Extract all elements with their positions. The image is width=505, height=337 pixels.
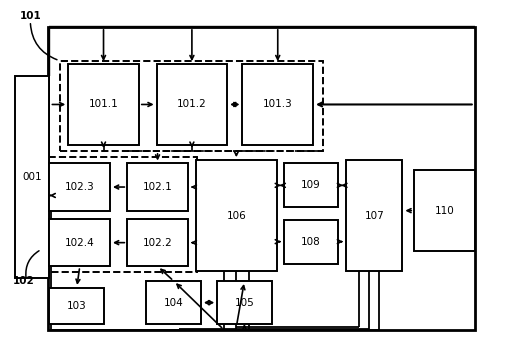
- Text: 101.3: 101.3: [263, 99, 292, 110]
- Text: 102.3: 102.3: [65, 182, 94, 192]
- Text: 104: 104: [164, 298, 184, 308]
- Text: 108: 108: [301, 237, 321, 247]
- Bar: [414, 170, 475, 251]
- Bar: [284, 220, 338, 264]
- Text: 109: 109: [301, 180, 321, 190]
- Bar: [48, 27, 475, 330]
- Bar: [242, 64, 313, 145]
- Text: 102: 102: [13, 276, 34, 286]
- Bar: [196, 160, 277, 271]
- Bar: [157, 64, 227, 145]
- Bar: [41, 157, 197, 272]
- Text: 106: 106: [226, 211, 246, 221]
- Bar: [284, 163, 338, 207]
- Bar: [68, 64, 139, 145]
- Bar: [49, 288, 104, 324]
- Bar: [127, 163, 188, 211]
- Text: 103: 103: [67, 301, 87, 311]
- Bar: [60, 61, 323, 151]
- Text: 101.2: 101.2: [177, 99, 207, 110]
- Text: 102.4: 102.4: [65, 238, 94, 248]
- FancyArrowPatch shape: [30, 24, 57, 60]
- Text: 001: 001: [23, 172, 42, 182]
- Text: 107: 107: [364, 211, 384, 221]
- Bar: [217, 281, 272, 324]
- Text: 101: 101: [20, 10, 42, 21]
- Bar: [49, 219, 110, 266]
- Bar: [15, 76, 49, 278]
- Text: 102.1: 102.1: [143, 182, 172, 192]
- Text: 102.2: 102.2: [143, 238, 172, 248]
- Text: 105: 105: [234, 298, 255, 308]
- Bar: [49, 163, 110, 211]
- Bar: [346, 160, 402, 271]
- Text: 101.1: 101.1: [89, 99, 118, 110]
- Bar: [127, 219, 188, 266]
- Bar: [146, 281, 201, 324]
- FancyArrowPatch shape: [26, 251, 39, 277]
- Text: 110: 110: [434, 206, 454, 216]
